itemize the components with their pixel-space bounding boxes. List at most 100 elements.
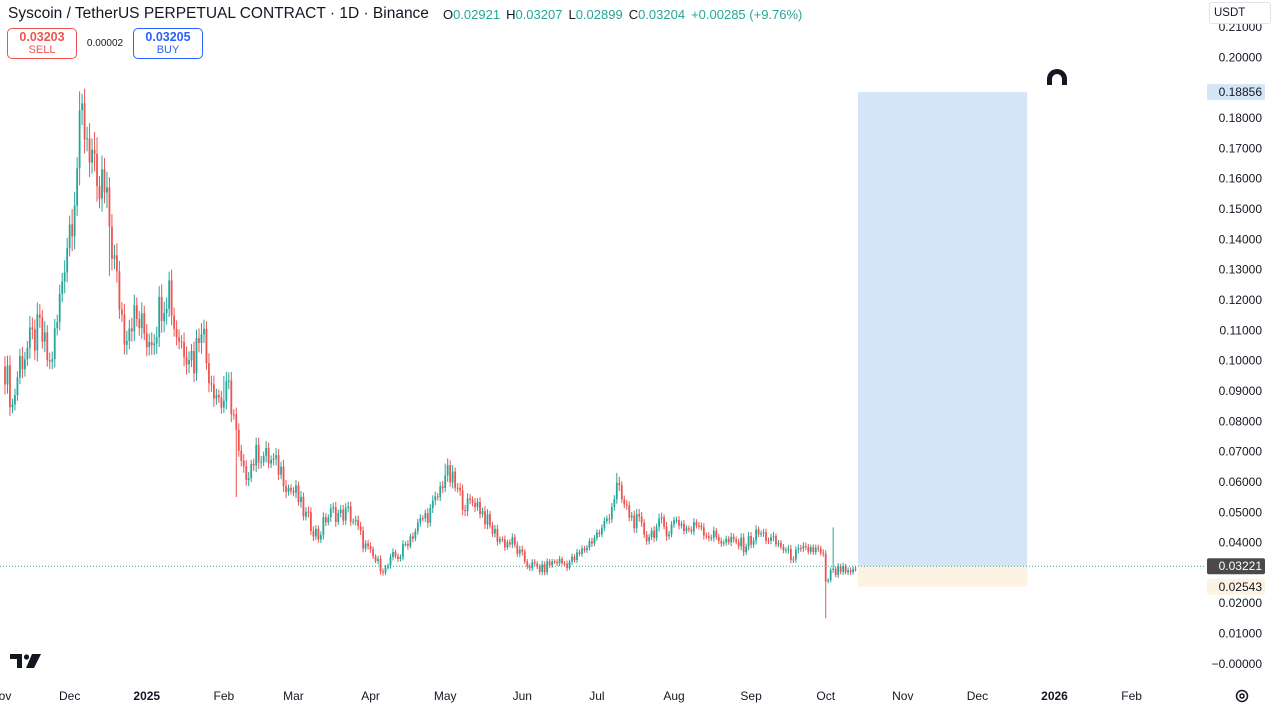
candle-body	[185, 356, 188, 365]
candle-body	[4, 366, 6, 385]
candle-body	[715, 530, 718, 538]
candle-body	[222, 400, 225, 408]
x-tick-label: ov	[0, 689, 11, 703]
candle-body	[200, 334, 203, 343]
candle-body	[603, 520, 606, 528]
candle-body	[247, 478, 250, 480]
candle-body	[499, 539, 501, 542]
candle-body	[302, 496, 305, 517]
candle-body	[267, 447, 270, 464]
target-zone[interactable]	[858, 92, 1028, 567]
candle-body	[842, 566, 845, 572]
candle-body	[16, 377, 19, 396]
candle-body	[230, 380, 233, 415]
candle-body	[300, 496, 302, 503]
candle-body	[56, 321, 59, 329]
candle-body	[807, 546, 810, 552]
candle-body	[81, 103, 83, 111]
candle-body	[225, 381, 228, 401]
candle-body	[285, 486, 287, 493]
candle-body	[190, 351, 193, 361]
low-value: 0.02899	[575, 6, 623, 22]
ohlc-low: L0.02899	[568, 7, 622, 22]
candle-body	[596, 532, 598, 538]
candle-body	[459, 487, 462, 491]
candle-body	[76, 168, 79, 206]
candle-body	[782, 546, 785, 551]
candle-body	[608, 518, 611, 520]
candle-body	[573, 556, 576, 561]
candle-body	[394, 552, 397, 557]
sell-button[interactable]: 0.03203 SELL	[7, 28, 77, 59]
candle-body	[183, 342, 185, 357]
candle-body	[700, 525, 703, 528]
candle-body	[419, 518, 422, 523]
candle-body	[747, 535, 750, 547]
candle-body	[653, 530, 656, 538]
candle-body	[66, 247, 69, 273]
candle-body	[593, 537, 596, 544]
candle-body	[772, 536, 775, 538]
y-tick-label: 0.20000	[1219, 50, 1263, 64]
candle-body	[824, 553, 827, 582]
candle-body	[511, 537, 514, 545]
currency-selector[interactable]: USDT	[1209, 2, 1271, 24]
candle-body	[685, 528, 688, 532]
candle-body	[518, 549, 521, 554]
change-value: +0.00285 (+9.76%)	[691, 6, 803, 22]
candle-body	[220, 397, 223, 408]
candle-body	[31, 327, 34, 330]
tradingview-logo-icon[interactable]	[10, 652, 42, 670]
candle-body	[678, 520, 680, 526]
candle-body	[526, 561, 529, 567]
candle-body	[19, 356, 21, 378]
candle-body	[215, 395, 218, 399]
candle-body	[785, 549, 787, 551]
symbol-title[interactable]: Syscoin / TetherUS PERPETUAL CONTRACT · …	[8, 5, 429, 22]
stop-price-label: 0.02543	[1219, 580, 1263, 594]
candle-body	[620, 485, 623, 500]
x-tick-label: Apr	[361, 689, 380, 703]
candle-body	[439, 486, 442, 498]
buy-label: BUY	[156, 44, 180, 56]
stop-price-label-bg	[1207, 578, 1265, 595]
candle-body	[852, 569, 854, 573]
candle-body	[725, 538, 728, 543]
candle-body	[307, 511, 310, 513]
candle-body	[538, 566, 541, 572]
candle-body	[314, 528, 317, 537]
candle-body	[203, 328, 205, 335]
candle-body	[571, 556, 573, 562]
candle-body	[339, 509, 342, 514]
candle-body	[168, 280, 171, 309]
candle-body	[812, 547, 815, 553]
candle-body	[506, 542, 509, 548]
settings-icon[interactable]	[1232, 686, 1252, 706]
candle-body	[86, 138, 88, 140]
x-tick-label: Feb	[1121, 689, 1142, 703]
y-tick-label: 0.04000	[1219, 536, 1263, 550]
candle-body	[6, 365, 9, 385]
y-tick-label: 0.16000	[1219, 172, 1263, 186]
buy-button[interactable]: 0.03205 BUY	[133, 28, 203, 59]
stop-zone[interactable]	[858, 566, 1028, 587]
magnet-icon[interactable]	[1047, 69, 1067, 88]
candle-body	[33, 329, 36, 351]
candle-body	[103, 169, 106, 193]
candle-body	[205, 328, 208, 364]
x-tick-label: Sep	[740, 689, 762, 703]
candle-body	[260, 462, 263, 464]
candle-body	[178, 337, 180, 342]
candle-body	[270, 459, 273, 464]
candle-body	[329, 508, 332, 518]
candle-body	[670, 524, 673, 535]
open-label: O	[442, 6, 454, 22]
candle-body	[541, 564, 544, 572]
candle-body	[531, 562, 534, 569]
candle-body	[523, 551, 526, 562]
candle-body	[610, 506, 613, 520]
candle-body	[588, 541, 591, 548]
candle-body	[63, 272, 66, 282]
magnet-tip-right	[1062, 85, 1067, 88]
